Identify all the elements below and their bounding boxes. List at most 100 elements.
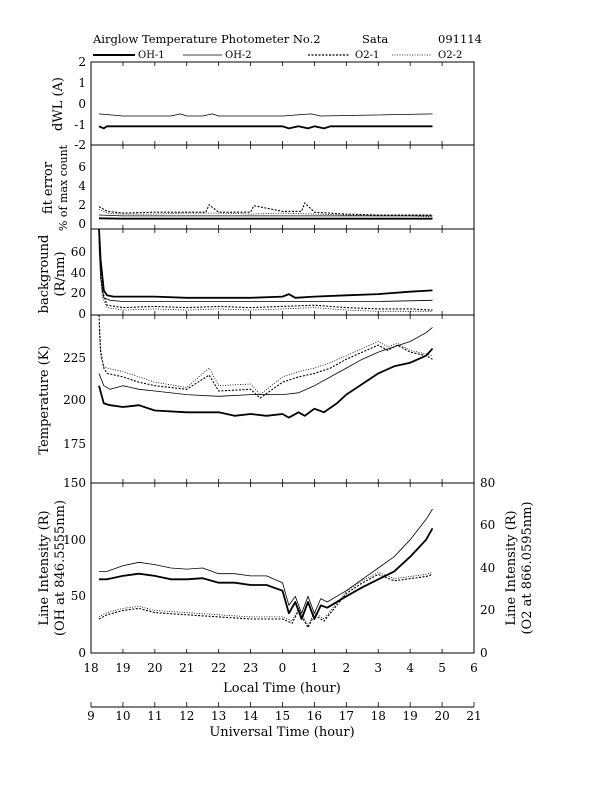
universal-time-tick-label: 13 — [211, 709, 226, 723]
intensity-left-title: Line Intensity (R) — [37, 510, 52, 625]
dwl-y-axis: 2 1 0 -1 -2 dWL (A) — [51, 55, 86, 152]
panel-frame-bg — [90, 228, 475, 316]
intensity-right-tick: 20 — [480, 603, 495, 617]
intensity-left-subtitle: (OH at 846.5555nm) — [53, 500, 68, 636]
universal-time-tick-label: 9 — [87, 709, 95, 723]
universal-time-ticks: 9 10 11 12 13 14 15 16 17 18 19 20 21 — [87, 709, 481, 723]
dwl-y-tick: 1 — [78, 76, 86, 90]
intensity-left-tick: 100 — [63, 533, 86, 547]
intensity-right-subtitle: (O2 at 866.0595nm) — [520, 501, 535, 634]
series-line-oh-2 — [98, 113, 433, 117]
intensity-y-axis-left: 150 100 50 0 Line Intensity (R) (OH at 8… — [37, 476, 86, 660]
legend: OH-1 OH-2 O2-1 O2-2 — [93, 50, 462, 61]
series-line-oh-1 — [98, 347, 434, 419]
panel-frame-dwl — [90, 61, 475, 146]
temp-y-axis: 225 200 175 Temperature (K) — [37, 345, 86, 454]
intensity-left-tick: 0 — [78, 646, 86, 660]
series-line-o2-1 — [98, 235, 433, 311]
universal-time-tick-label: 15 — [275, 709, 290, 723]
local-time-tick-label: 5 — [438, 661, 446, 675]
legend-label-o22: O2-2 — [438, 50, 462, 61]
intensity-right-tick: 40 — [480, 561, 495, 575]
series-line-o2-2 — [98, 571, 433, 626]
dwl-y-tick: -1 — [74, 118, 86, 132]
intensity-right-tick: 60 — [480, 518, 495, 532]
intensity-left-tick: 150 — [63, 476, 86, 490]
series-line-o2-1 — [98, 573, 433, 629]
series-line-o2-2 — [98, 247, 433, 312]
local-time-tick-label: 2 — [343, 661, 351, 675]
bg-y-axis: 60 40 20 0 background (R/nm) — [37, 235, 86, 321]
universal-time-tick-label: 17 — [339, 709, 354, 723]
series-line-oh-1 — [98, 228, 433, 299]
local-time-tick-label: 21 — [179, 661, 194, 675]
universal-time-tick-label: 12 — [179, 709, 194, 723]
bg-y-tick: 20 — [71, 286, 86, 300]
bg-y-title: background — [37, 235, 52, 314]
universal-time-tick-label: 11 — [147, 709, 162, 723]
bg-y-tick: 40 — [71, 266, 86, 280]
universal-time-tick-label: 10 — [115, 709, 130, 723]
date-label: 091114 — [438, 32, 482, 46]
tick-marks — [90, 62, 475, 707]
temp-y-tick: 200 — [63, 393, 86, 407]
legend-label-oh2: OH-2 — [225, 50, 252, 61]
fit-y-title: fit error — [41, 161, 56, 214]
local-time-tick-label: 4 — [406, 661, 414, 675]
local-time-tick-label: 18 — [83, 661, 98, 675]
series-line-oh-1 — [98, 125, 433, 130]
fit-y-axis: 6 4 2 0 fit error % of max count — [41, 144, 86, 231]
site-name: Sata — [362, 32, 388, 46]
local-time-tick-label: 0 — [279, 661, 287, 675]
series-line-o2-1 — [98, 202, 433, 216]
local-time-tick-label: 23 — [243, 661, 258, 675]
dwl-y-tick: -2 — [74, 138, 86, 152]
fit-y-tick: 6 — [78, 160, 86, 174]
temp-y-title: Temperature (K) — [37, 345, 52, 454]
dwl-y-title: dWL (A) — [51, 77, 66, 131]
series-line-oh-2 — [99, 508, 433, 614]
bg-y-tick: 0 — [78, 307, 86, 321]
local-time-tick-label: 1 — [311, 661, 319, 675]
dwl-y-tick: 2 — [78, 55, 86, 69]
intensity-right-title: Line Intensity (R) — [504, 510, 519, 625]
bg-y-subtitle: (R/nm) — [53, 251, 68, 296]
series-line-oh-1 — [99, 527, 434, 620]
local-time-ticks: 18 19 20 21 22 23 0 1 2 3 4 5 6 — [83, 661, 477, 675]
intensity-right-tick: 0 — [480, 646, 488, 660]
series-line-oh-2 — [98, 327, 433, 397]
figure-title: Airglow Temperature Photometer No.2 — [92, 32, 321, 46]
legend-label-o21: O2-1 — [355, 50, 379, 61]
local-time-tick-label: 6 — [470, 661, 478, 675]
universal-time-tick-label: 18 — [371, 709, 386, 723]
fit-y-subtitle: % of max count — [57, 144, 70, 231]
local-time-tick-label: 22 — [211, 661, 226, 675]
local-time-tick-label: 20 — [147, 661, 162, 675]
intensity-left-tick: 50 — [71, 589, 86, 603]
temp-y-tick: 225 — [63, 351, 86, 365]
series-line-oh-2 — [98, 214, 433, 217]
fit-y-tick: 0 — [78, 217, 86, 231]
intensity-right-tick: 80 — [480, 476, 495, 490]
local-time-axis-title: Local Time (hour) — [223, 681, 341, 696]
local-time-tick-label: 3 — [374, 661, 382, 675]
legend-label-oh1: OH-1 — [138, 50, 165, 61]
series-line-o2-2 — [98, 323, 433, 396]
universal-time-tick-label: 21 — [466, 709, 481, 723]
panel-frame-intensity — [90, 482, 475, 654]
series-line-o2-2 — [98, 209, 433, 218]
dwl-y-tick: 0 — [78, 97, 86, 111]
universal-time-tick-label: 14 — [243, 709, 259, 723]
intensity-y-axis-right: 80 60 40 20 0 Line Intensity (R) (O2 at … — [480, 476, 535, 660]
series-line-oh-2 — [98, 241, 433, 302]
panel-frame-temp — [90, 314, 475, 484]
universal-time-tick-label: 19 — [403, 709, 418, 723]
series-line-o2-1 — [98, 314, 433, 399]
temp-y-tick: 175 — [63, 437, 86, 451]
data-series — [98, 113, 434, 629]
fit-y-tick: 4 — [78, 179, 86, 193]
bg-y-tick: 60 — [71, 245, 86, 259]
universal-time-axis-title: Universal Time (hour) — [209, 725, 354, 740]
universal-time-tick-label: 20 — [434, 709, 449, 723]
